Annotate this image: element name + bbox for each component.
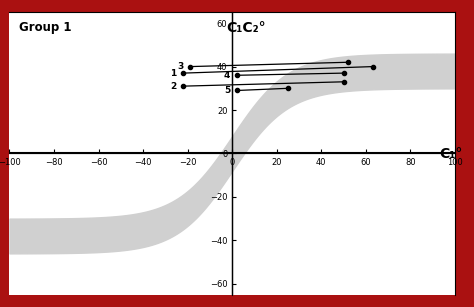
Text: 2: 2 xyxy=(170,82,176,91)
Text: 3: 3 xyxy=(177,62,183,71)
Text: 4: 4 xyxy=(224,71,230,80)
Text: 5: 5 xyxy=(224,86,230,95)
Text: C₁C₂°: C₁C₂° xyxy=(227,21,266,36)
Text: C₁°: C₁° xyxy=(439,146,462,161)
Text: Group 1: Group 1 xyxy=(19,21,72,34)
Text: 1: 1 xyxy=(170,68,176,78)
